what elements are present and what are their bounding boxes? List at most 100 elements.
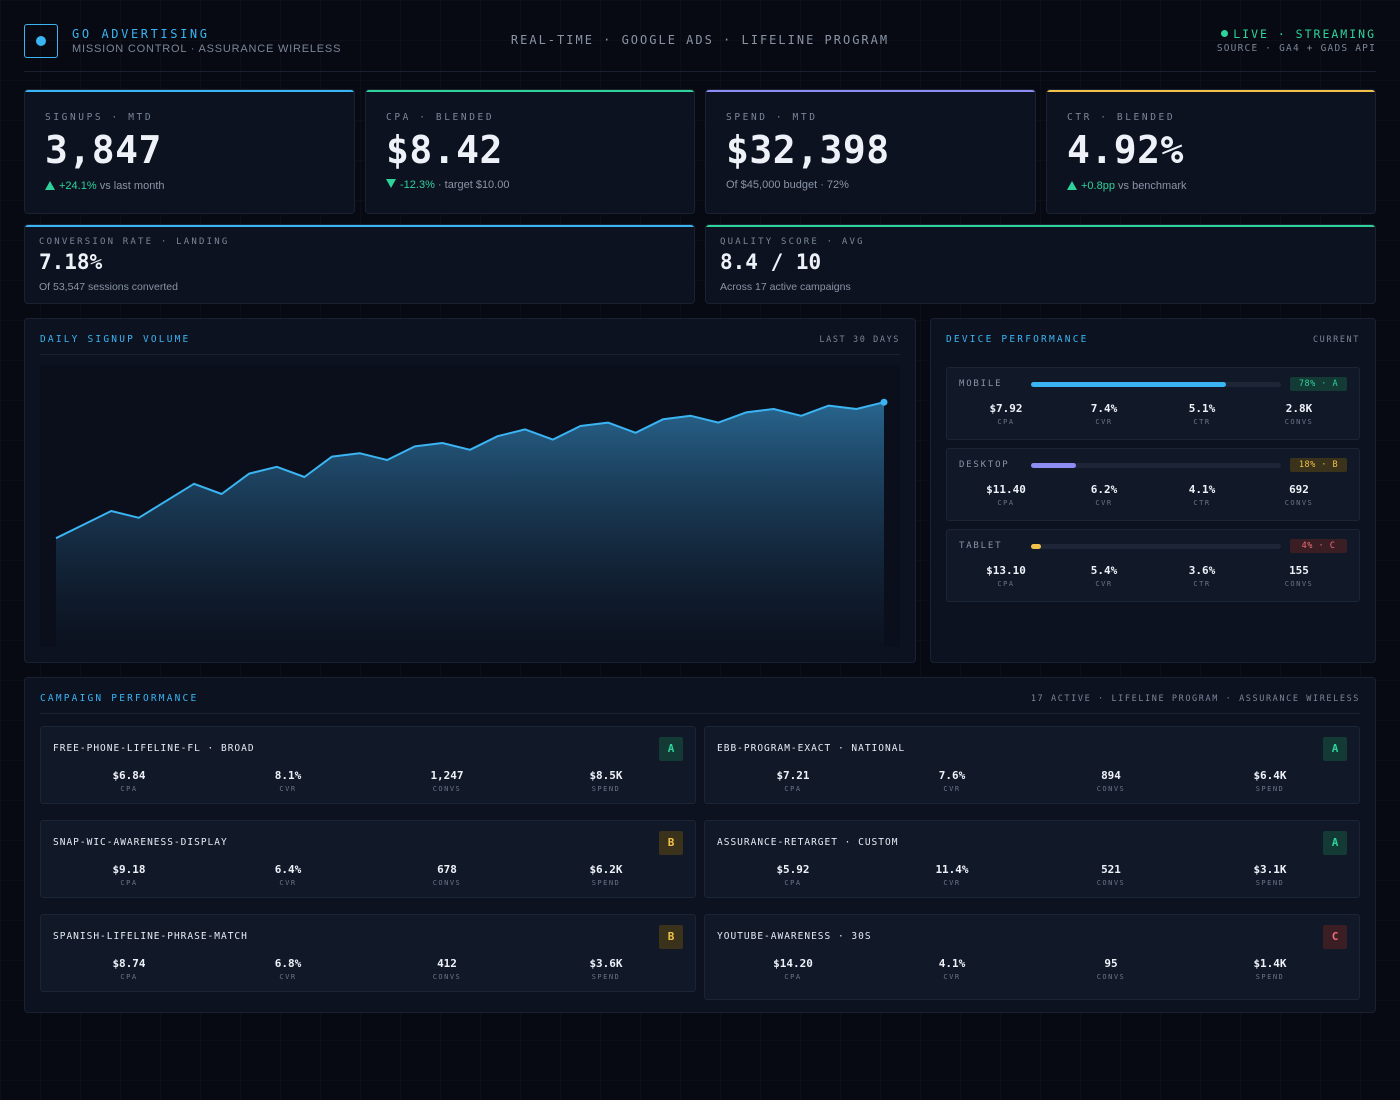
kpi-card-spend: SPEND · MTD $32,398 Of $45,000 budget · … bbox=[705, 89, 1036, 214]
device-share-fill bbox=[1031, 382, 1226, 387]
device-name: DESKTOP bbox=[959, 460, 1010, 470]
signup-chart bbox=[40, 365, 900, 647]
campaign-performance-panel: CAMPAIGN PERFORMANCE 17 ACTIVE · LIFELIN… bbox=[24, 677, 1376, 1013]
campaign-grade-badge: B bbox=[659, 925, 683, 949]
kpi-value: 3,847 bbox=[45, 128, 162, 172]
kpi-delta: +24.1% vs last month bbox=[45, 180, 165, 192]
device-name: TABLET bbox=[959, 541, 1003, 551]
device-row-desktop[interactable]: DESKTOP 18% · B $11.40 CPA 6.2% CVR 4.1% CT… bbox=[946, 448, 1360, 521]
campaign-name: YOUTUBE-AWARENESS · 30S bbox=[717, 931, 872, 942]
device-stat-convs: 155 CONVS bbox=[1284, 564, 1314, 588]
campaign-stat-cpa: $14.20 CPA bbox=[773, 957, 813, 981]
campaign-stat-spend: $8.5K SPEND bbox=[589, 769, 623, 793]
campaign-grade-badge: A bbox=[659, 737, 683, 761]
kpi-delta: -12.3% · target $10.00 bbox=[386, 179, 509, 191]
campaign-name: SPANISH-LIFELINE-PHRASE-MATCH bbox=[53, 931, 248, 942]
campaign-card[interactable]: SNAP-WIC-AWARENESS-DISPLAY B $9.18 CPA 6.… bbox=[40, 820, 696, 898]
campaign-name: FREE-PHONE-LIFELINE-FL · BROAD bbox=[53, 743, 255, 754]
device-stat-cvr: 6.2% CVR bbox=[1090, 483, 1118, 507]
campaign-stat-cpa: $6.84 CPA bbox=[112, 769, 146, 793]
device-share-fill bbox=[1031, 544, 1041, 549]
campaign-stat-convs: 412 CONVS bbox=[432, 957, 462, 981]
campaign-grade-badge: A bbox=[1323, 831, 1347, 855]
campaign-grade-badge: A bbox=[1323, 737, 1347, 761]
campaign-stat-cvr: 8.1% CVR bbox=[274, 769, 302, 793]
device-panel-meta: CURRENT bbox=[1312, 335, 1360, 345]
campaign-card[interactable]: ASSURANCE-RETARGET · CUSTOM A $5.92 CPA 1… bbox=[704, 820, 1360, 898]
campaign-panel-meta: 17 ACTIVE · LIFELINE PROGRAM · ASSURANCE… bbox=[1030, 694, 1360, 704]
signup-chart-panel: DAILY SIGNUP VOLUME LAST 30 DAYS bbox=[24, 318, 916, 663]
kpi-value: $32,398 bbox=[726, 128, 890, 172]
brand-subtitle: MISSION CONTROL · ASSURANCE WIRELESS bbox=[72, 43, 342, 55]
signup-area-fill bbox=[56, 402, 884, 647]
header: GO ADVERTISING MISSION CONTROL · ASSURAN… bbox=[24, 22, 1376, 72]
metric-sub: Across 17 active campaigns bbox=[720, 281, 851, 293]
campaign-card[interactable]: YOUTUBE-AWARENESS · 30S C $14.20 CPA 4.1%… bbox=[704, 914, 1360, 1000]
metric-label: QUALITY SCORE · AVG bbox=[720, 237, 865, 247]
metric-card-conversion-rate: CONVERSION RATE · LANDING 7.18% Of 53,54… bbox=[24, 224, 695, 304]
campaign-stat-cvr: 6.8% CVR bbox=[274, 957, 302, 981]
kpi-card-cpa: CPA · BLENDED $8.42 -12.3% · target $10.… bbox=[365, 89, 695, 214]
brand-name: GO ADVERTISING bbox=[72, 27, 210, 41]
trend-up-icon bbox=[45, 181, 55, 190]
kpi-value: $8.42 bbox=[386, 128, 503, 172]
device-stat-cvr: 5.4% CVR bbox=[1090, 564, 1118, 588]
campaign-stat-cvr: 6.4% CVR bbox=[274, 863, 302, 887]
kpi-card-ctr: CTR · BLENDED 4.92% +0.8pp vs benchmark bbox=[1046, 89, 1376, 214]
campaign-stat-convs: 521 CONVS bbox=[1096, 863, 1126, 887]
device-share-badge: 78% · A bbox=[1290, 377, 1347, 391]
divider bbox=[40, 354, 900, 355]
metric-card-quality-score: QUALITY SCORE · AVG 8.4 / 10 Across 17 a… bbox=[705, 224, 1376, 304]
metric-value: 7.18% bbox=[39, 250, 103, 274]
campaign-name: SNAP-WIC-AWARENESS-DISPLAY bbox=[53, 837, 228, 848]
page-title: REAL-TIME · GOOGLE ADS · LIFELINE PROGRA… bbox=[510, 33, 890, 47]
kpi-label: CTR · BLENDED bbox=[1067, 112, 1176, 123]
kpi-accent-line bbox=[706, 90, 1035, 92]
kpi-delta: +0.8pp vs benchmark bbox=[1067, 180, 1187, 192]
campaign-stat-cpa: $8.74 CPA bbox=[112, 957, 146, 981]
live-dot-icon bbox=[1221, 30, 1229, 37]
kpi-value: 4.92% bbox=[1067, 128, 1184, 172]
metric-accent-line bbox=[706, 225, 1375, 227]
chart-title: DAILY SIGNUP VOLUME bbox=[40, 334, 191, 345]
device-share-badge: 4% · C bbox=[1290, 539, 1347, 553]
kpi-accent-line bbox=[366, 90, 694, 92]
device-stat-cvr: 7.4% CVR bbox=[1090, 402, 1118, 426]
campaign-panel-title: CAMPAIGN PERFORMANCE bbox=[40, 693, 199, 704]
campaign-grade-badge: C bbox=[1323, 925, 1347, 949]
device-stat-convs: 2.8K CONVS bbox=[1284, 402, 1314, 426]
campaign-stat-cpa: $5.92 CPA bbox=[776, 863, 810, 887]
metric-value: 8.4 / 10 bbox=[720, 250, 822, 274]
campaign-card[interactable]: SPANISH-LIFELINE-PHRASE-MATCH B $8.74 CPA… bbox=[40, 914, 696, 992]
signup-series-line bbox=[55, 401, 885, 540]
device-name: MOBILE bbox=[959, 379, 1003, 389]
device-stat-cpa: $11.40 CPA bbox=[986, 483, 1026, 507]
device-performance-panel: DEVICE PERFORMANCE CURRENT MOBILE 78% · … bbox=[930, 318, 1376, 663]
campaign-card[interactable]: FREE-PHONE-LIFELINE-FL · BROAD A $6.84 CP… bbox=[40, 726, 696, 804]
campaign-name: EBB-PROGRAM-EXACT · NATIONAL bbox=[717, 743, 906, 754]
metric-accent-line bbox=[25, 225, 694, 227]
campaign-grade-badge: B bbox=[659, 831, 683, 855]
campaign-name: ASSURANCE-RETARGET · CUSTOM bbox=[717, 837, 899, 848]
device-stat-convs: 692 CONVS bbox=[1284, 483, 1314, 507]
campaign-stat-cvr: 11.4% CVR bbox=[935, 863, 969, 887]
device-stat-cpa: $7.92 CPA bbox=[989, 402, 1023, 426]
campaign-stat-spend: $3.6K SPEND bbox=[589, 957, 623, 981]
metric-sub: Of 53,547 sessions converted bbox=[39, 281, 178, 293]
data-source: SOURCE · GA4 + GADS API bbox=[1216, 43, 1376, 54]
campaign-stat-cpa: $7.21 CPA bbox=[776, 769, 810, 793]
campaign-stat-spend: $3.1K SPEND bbox=[1253, 863, 1287, 887]
campaign-stat-spend: $1.4K SPEND bbox=[1253, 957, 1287, 981]
device-share-fill bbox=[1031, 463, 1076, 468]
device-row-mobile[interactable]: MOBILE 78% · A $7.92 CPA 7.4% CVR 5.1% CTR … bbox=[946, 367, 1360, 440]
campaign-stat-spend: $6.2K SPEND bbox=[589, 863, 623, 887]
live-status: LIVE · STREAMING bbox=[1221, 27, 1376, 41]
kpi-label: SPEND · MTD bbox=[726, 112, 818, 123]
metric-label: CONVERSION RATE · LANDING bbox=[39, 237, 230, 247]
kpi-label: CPA · BLENDED bbox=[386, 112, 495, 123]
device-row-tablet[interactable]: TABLET 4% · C $13.10 CPA 5.4% CVR 3.6% CTR … bbox=[946, 529, 1360, 602]
chart-range-label: LAST 30 DAYS bbox=[819, 335, 900, 345]
campaign-card[interactable]: EBB-PROGRAM-EXACT · NATIONAL A $7.21 CPA … bbox=[704, 726, 1360, 804]
campaign-stat-convs: 95 CONVS bbox=[1096, 957, 1126, 981]
device-share-bar bbox=[1031, 382, 1281, 387]
